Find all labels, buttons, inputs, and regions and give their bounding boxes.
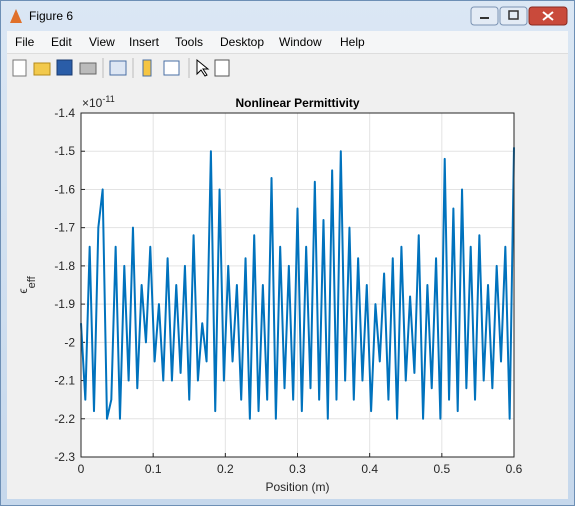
- menu-item[interactable]: View: [89, 35, 115, 49]
- pointer-icon[interactable]: [196, 58, 210, 77]
- y-tick-label: -1.9: [54, 297, 75, 311]
- y-axis-label: ϵeff: [16, 275, 38, 293]
- y-multiplier-exp: -11: [102, 94, 114, 104]
- y-axis-symbol: ϵ: [16, 288, 30, 293]
- menu-bar: File Edit View Insert Tools Desktop Wind…: [7, 31, 568, 53]
- maximize-button[interactable]: [499, 6, 528, 26]
- legend-icon[interactable]: [163, 60, 180, 76]
- y-tick-label: -2: [64, 335, 75, 349]
- y-axis-subscript: eff: [26, 275, 38, 288]
- app-icon: [10, 9, 22, 23]
- y-tick-label: -2.1: [54, 374, 75, 388]
- y-tick-label: -1.7: [54, 221, 75, 235]
- x-tick-label: 0.2: [217, 462, 234, 476]
- chart-title: Nonlinear Permittivity: [235, 96, 359, 110]
- x-tick-label: 0.3: [289, 462, 306, 476]
- title-bar-graphics: [10, 6, 568, 26]
- menu-item[interactable]: Edit: [51, 35, 72, 49]
- property-icon[interactable]: [214, 59, 230, 77]
- menu-item[interactable]: Desktop: [220, 35, 265, 49]
- data-line: [80, 147, 515, 420]
- y-tick-label: -1.6: [54, 182, 75, 196]
- close-glyph: [542, 11, 554, 21]
- link-icon[interactable]: [109, 60, 127, 76]
- figure-area: -2.3 -2.2 -2.1 -2 -1.9 -1.8 -1.7 -1.6 -1.5 -1.4 0 0…: [7, 82, 568, 499]
- save-icon[interactable]: [56, 59, 73, 76]
- maximize-glyph: [508, 10, 519, 20]
- menu-item[interactable]: Window: [279, 35, 322, 49]
- new-icon[interactable]: [12, 59, 27, 77]
- y-tick-label: -2.2: [54, 412, 75, 426]
- x-tick-label: 0: [78, 462, 85, 476]
- axes-box: [80, 112, 515, 458]
- chart: -2.3 -2.2 -2.1 -2 -1.9 -1.8 -1.7 -1.6 -1.5 -1.4 0 0…: [16, 94, 523, 494]
- y-tick-label: -1.8: [54, 259, 75, 273]
- menu-item[interactable]: Insert: [129, 35, 160, 49]
- x-tick-label: 0.5: [433, 462, 450, 476]
- y-multiplier-base: ×10: [82, 96, 103, 110]
- y-tick-label: -1.4: [54, 106, 75, 120]
- minimize-button[interactable]: [470, 6, 499, 26]
- title-bar: Figure 6: [1, 1, 574, 31]
- toolbar: [7, 53, 568, 83]
- menu-item[interactable]: File: [15, 35, 35, 49]
- open-icon[interactable]: [33, 62, 51, 76]
- print-icon[interactable]: [79, 62, 97, 75]
- y-tick-label: -2.3: [54, 450, 75, 464]
- x-tick-label: 0.6: [506, 462, 523, 476]
- window-title: Figure 6: [29, 9, 74, 23]
- menu-item[interactable]: Help: [340, 35, 365, 49]
- x-axis-label: Position (m): [265, 480, 329, 494]
- x-tick-label: 0.1: [145, 462, 162, 476]
- menu-item[interactable]: Tools: [175, 35, 204, 49]
- y-tick-label: -1.5: [54, 144, 75, 158]
- x-tick-label: 0.4: [361, 462, 378, 476]
- colorbar-icon[interactable]: [142, 59, 152, 77]
- minimize-glyph: [480, 17, 489, 19]
- y-multiplier: ×10-11: [82, 94, 115, 110]
- toolbar-icons: [12, 58, 230, 78]
